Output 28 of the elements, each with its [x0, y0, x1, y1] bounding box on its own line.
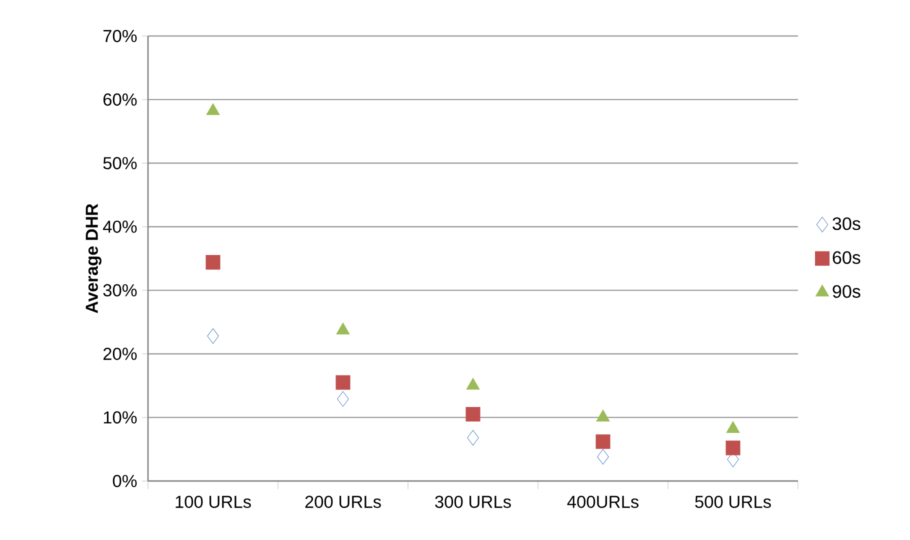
y-tick-label: 10% — [104, 411, 137, 424]
x-tick-label: 300 URLs — [435, 496, 511, 508]
x-tick-label: 500 URLs — [695, 496, 771, 508]
point — [596, 434, 610, 449]
point — [467, 430, 479, 446]
point — [336, 322, 350, 334]
y-tick-label: 0% — [112, 474, 137, 488]
point — [336, 375, 350, 390]
legend-label: 90s — [832, 285, 860, 298]
y-tick-label: 20% — [103, 348, 137, 360]
point — [726, 440, 740, 456]
y-axis-title: Average DHR — [86, 204, 102, 314]
x-tick-label: 100 URLs — [176, 496, 251, 508]
y-tick-label: 70% — [104, 30, 137, 42]
point — [466, 406, 480, 422]
legend-label: 60s — [832, 251, 860, 264]
point — [206, 103, 220, 116]
y-tick-label: 60% — [103, 93, 137, 106]
point — [207, 328, 219, 344]
legend-label: 30s — [832, 217, 860, 230]
point — [597, 449, 609, 465]
point — [337, 391, 349, 407]
y-tick-label: 30% — [103, 284, 137, 296]
y-tick-label: 50% — [103, 157, 137, 170]
x-tick-label: 400URLs — [567, 496, 638, 508]
x-tick-label: 200 URLs — [305, 496, 381, 508]
y-tick-label: 40% — [103, 220, 137, 233]
point — [206, 255, 220, 270]
